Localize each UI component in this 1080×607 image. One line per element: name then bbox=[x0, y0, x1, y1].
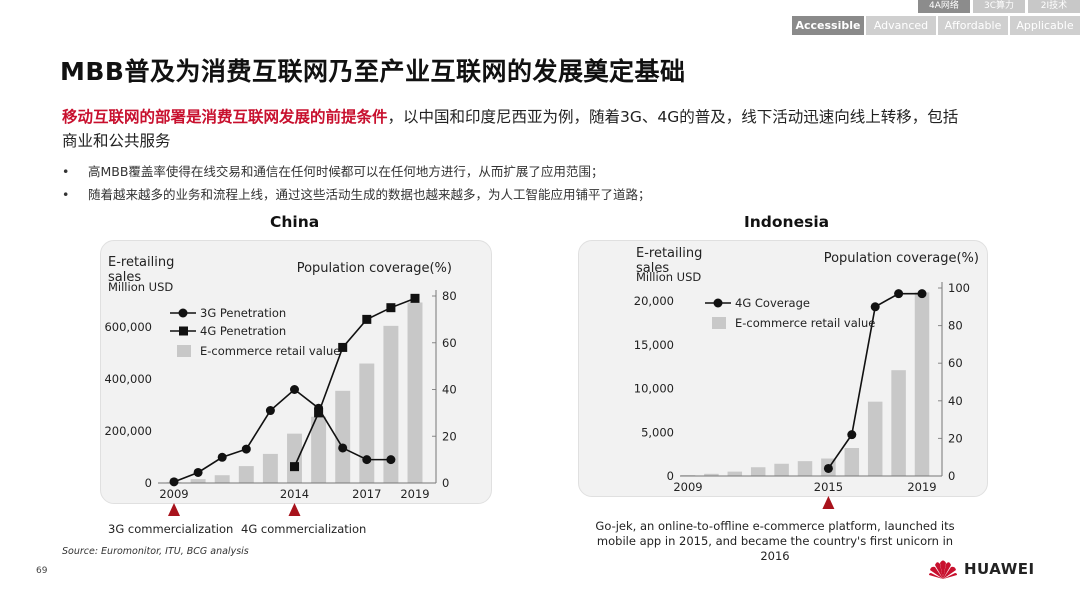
annotation-4g: 4G commercialization bbox=[241, 522, 367, 536]
sub-tab-bar: Accessible Advanced Affordable Applicabl… bbox=[790, 16, 1080, 35]
page-number: 69 bbox=[36, 566, 48, 576]
intro-text: ，以中国和印度尼西亚为例，随着3G、4G的普及，线下活动迅速向线上转移，包括商业… bbox=[62, 108, 959, 150]
intro-paragraph: 移动互联网的部署是消费互联网发展的前提条件，以中国和印度尼西亚为例，随着3G、4… bbox=[62, 105, 962, 153]
china-chart-title: China bbox=[270, 213, 320, 231]
milestone-triangle-marker bbox=[822, 496, 835, 509]
tab-3c-computing[interactable]: 3C算力 bbox=[973, 0, 1025, 13]
source-note: Source: Euromonitor, ITU, BCG analysis bbox=[62, 546, 249, 557]
bullet-item: 高MBB覆盖率使得在线交易和通信在任何时候都可以在任何地方进行，从而扩展了应用范… bbox=[62, 160, 651, 183]
tab-2i-technology[interactable]: 2I技术 bbox=[1028, 0, 1080, 13]
milestone-triangle-marker bbox=[168, 503, 180, 516]
indonesia-chart-title: Indonesia bbox=[744, 213, 830, 231]
huawei-logo: HUAWEI bbox=[928, 558, 1035, 580]
top-tab-bar: 4A网络 3C算力 2I技术 bbox=[915, 0, 1080, 13]
page-title: MBB普及为消费互联网乃至产业互联网的发展奠定基础 bbox=[60, 57, 686, 86]
annotation-3g: 3G commercialization bbox=[108, 522, 234, 536]
brand-name: HUAWEI bbox=[964, 560, 1035, 578]
bullet-item: 随着越来越多的业务和流程上线，通过这些活动生成的数据也越来越多，为人工智能应用铺… bbox=[62, 183, 651, 206]
indonesia-note: Go-jek, an online-to-offline e-commerce … bbox=[595, 519, 955, 563]
bullet-list: 高MBB覆盖率使得在线交易和通信在任何时候都可以在任何地方进行，从而扩展了应用范… bbox=[62, 160, 651, 206]
china-chart-panel bbox=[100, 240, 492, 504]
tab-4a-network[interactable]: 4A网络 bbox=[918, 0, 970, 13]
tab-affordable[interactable]: Affordable bbox=[938, 16, 1008, 35]
indonesia-chart-panel bbox=[578, 240, 988, 497]
milestone-triangle-marker bbox=[288, 503, 301, 516]
tab-accessible[interactable]: Accessible bbox=[792, 16, 864, 35]
huawei-flower-icon bbox=[929, 560, 957, 579]
tab-applicable[interactable]: Applicable bbox=[1010, 16, 1080, 35]
intro-highlight: 移动互联网的部署是消费互联网发展的前提条件 bbox=[62, 108, 388, 126]
tab-advanced[interactable]: Advanced bbox=[866, 16, 936, 35]
